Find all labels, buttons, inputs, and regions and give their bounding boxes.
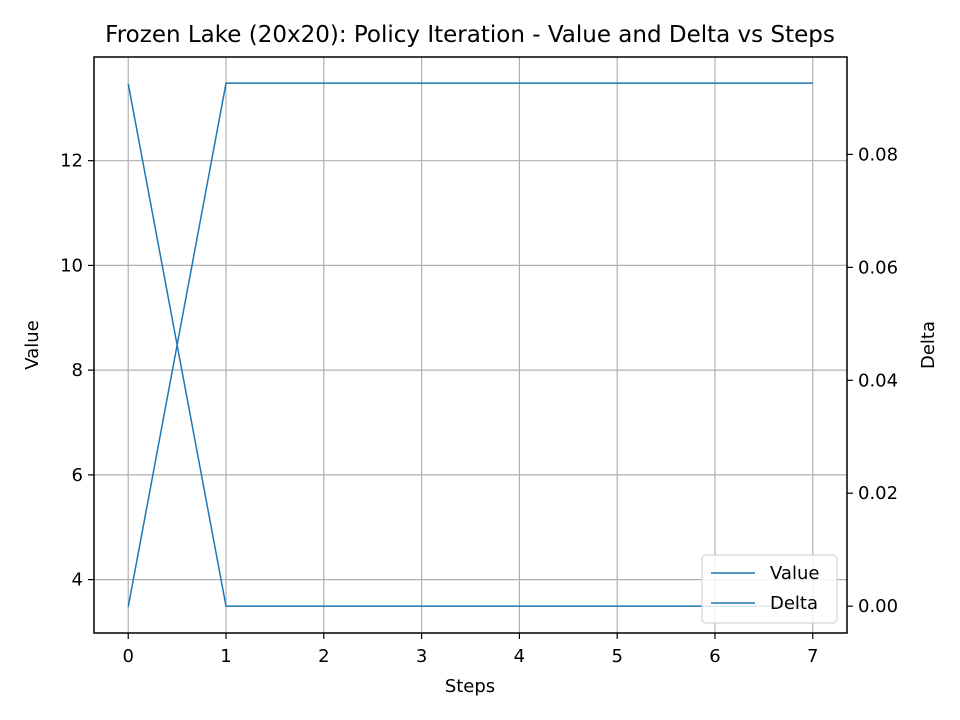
legend: Value Delta xyxy=(701,554,838,624)
x-tick-label: 7 xyxy=(807,646,818,667)
x-tick-label: 5 xyxy=(611,646,622,667)
y2-axis-label: Delta xyxy=(918,321,939,369)
x-axis-ticks: 0 1 2 3 4 5 6 7 xyxy=(123,633,818,667)
chart-title: Frozen Lake (20x20): Policy Iteration - … xyxy=(105,22,835,48)
series-line-delta xyxy=(127,83,813,607)
x-tick-label: 4 xyxy=(514,646,525,667)
y2-tick-label: 0.00 xyxy=(858,596,898,617)
legend-label-delta: Delta xyxy=(770,593,818,614)
x-tick-label: 3 xyxy=(416,646,427,667)
legend-label-value: Value xyxy=(770,563,819,584)
y2-axis-ticks: 0.00 0.02 0.04 0.06 0.08 xyxy=(847,144,898,617)
y-axis-label: Value xyxy=(22,320,43,369)
y2-tick-label: 0.04 xyxy=(858,370,898,391)
x-tick-label: 6 xyxy=(709,646,720,667)
y-tick-label: 10 xyxy=(60,255,83,276)
x-tick-label: 0 xyxy=(123,646,134,667)
y-tick-label: 8 xyxy=(72,360,83,381)
plot-frame xyxy=(93,56,848,634)
y2-tick-label: 0.08 xyxy=(858,144,898,165)
series-lines xyxy=(127,82,813,607)
y-tick-label: 4 xyxy=(72,570,83,591)
series-line-value xyxy=(127,82,813,607)
x-tick-label: 1 xyxy=(220,646,231,667)
legend-box xyxy=(701,554,838,624)
y-tick-label: 6 xyxy=(72,465,83,486)
y2-tick-label: 0.06 xyxy=(858,257,898,278)
x-axis-label: Steps xyxy=(445,676,495,697)
y-axis-ticks: 4 6 8 10 12 xyxy=(60,151,94,591)
y-tick-label: 12 xyxy=(60,151,83,172)
y2-tick-label: 0.02 xyxy=(858,483,898,504)
grid xyxy=(94,57,847,633)
x-tick-label: 2 xyxy=(318,646,329,667)
